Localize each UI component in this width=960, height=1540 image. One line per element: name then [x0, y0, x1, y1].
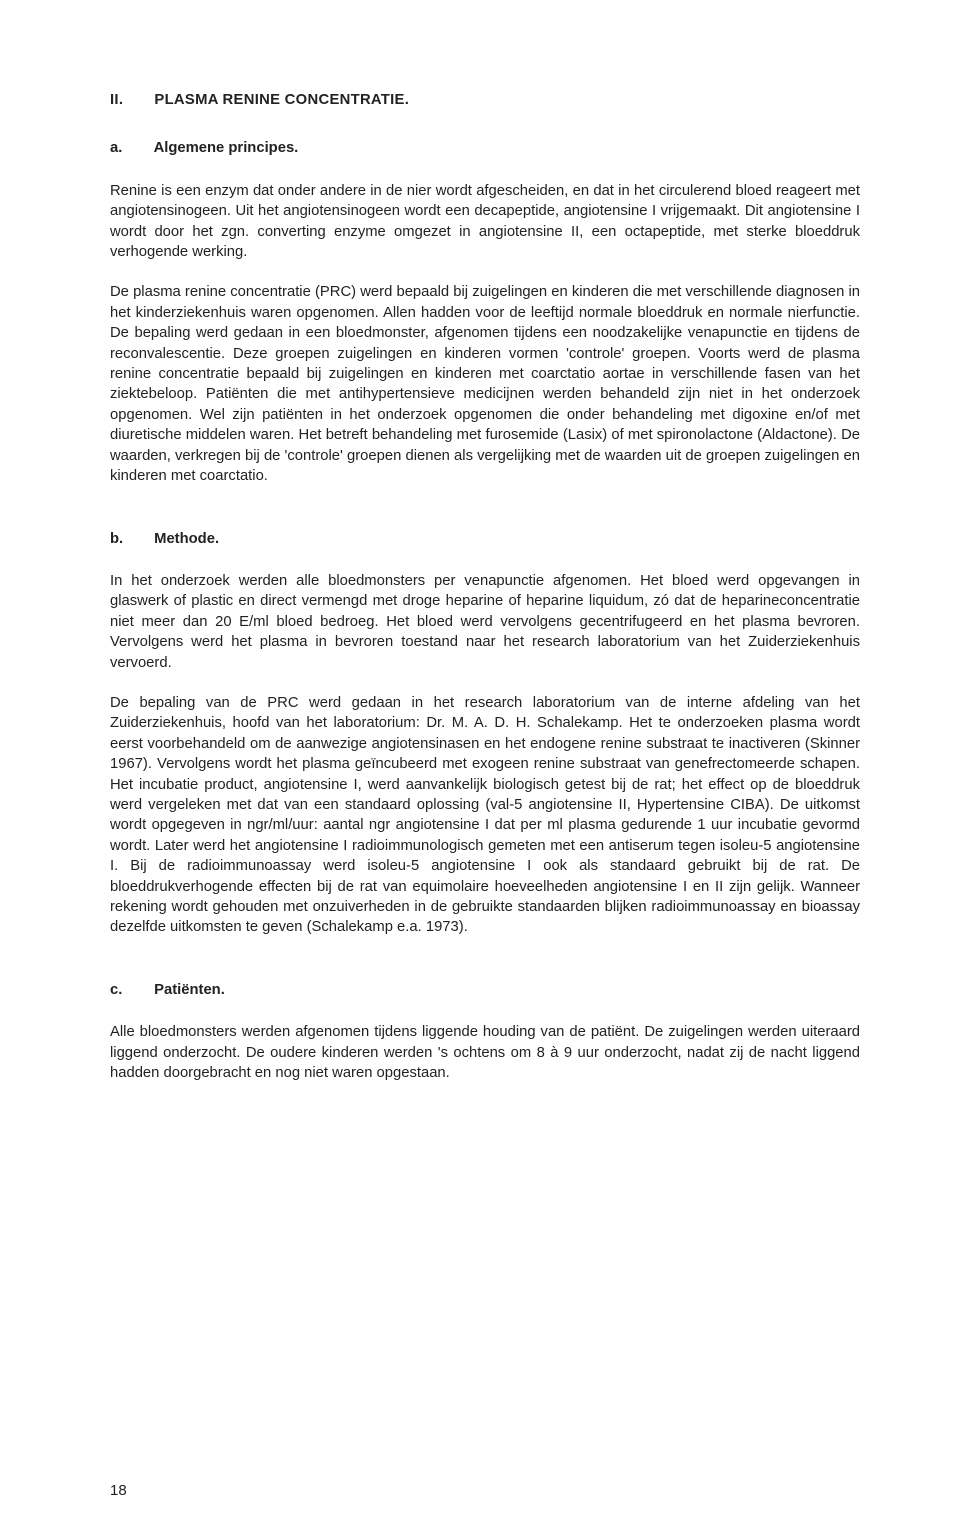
section-b-heading: b. Methode.: [110, 529, 860, 549]
section-c-heading: c. Patiënten.: [110, 980, 860, 1000]
body-paragraph: Alle bloedmonsters werden afgenomen tijd…: [110, 1022, 860, 1083]
section-letter: b.: [110, 529, 150, 549]
section-letter: c.: [110, 980, 150, 1000]
body-paragraph: De plasma renine concentratie (PRC) werd…: [110, 282, 860, 486]
chapter-number: II.: [110, 90, 150, 110]
section-title: Patiënten.: [154, 982, 225, 998]
chapter-title: PLASMA RENINE CONCENTRATIE.: [154, 92, 409, 108]
document-page: II. PLASMA RENINE CONCENTRATIE. a. Algem…: [0, 0, 960, 1540]
body-paragraph: De bepaling van de PRC werd gedaan in he…: [110, 693, 860, 938]
section-letter: a.: [110, 138, 150, 158]
section-title: Algemene principes.: [154, 140, 299, 156]
section-a-heading: a. Algemene principes.: [110, 138, 860, 158]
section-title: Methode.: [154, 531, 219, 547]
body-paragraph: Renine is een enzym dat onder andere in …: [110, 181, 860, 263]
page-number: 18: [110, 1481, 127, 1502]
chapter-heading: II. PLASMA RENINE CONCENTRATIE.: [110, 90, 860, 110]
body-paragraph: In het onderzoek werden alle bloedmonste…: [110, 571, 860, 673]
